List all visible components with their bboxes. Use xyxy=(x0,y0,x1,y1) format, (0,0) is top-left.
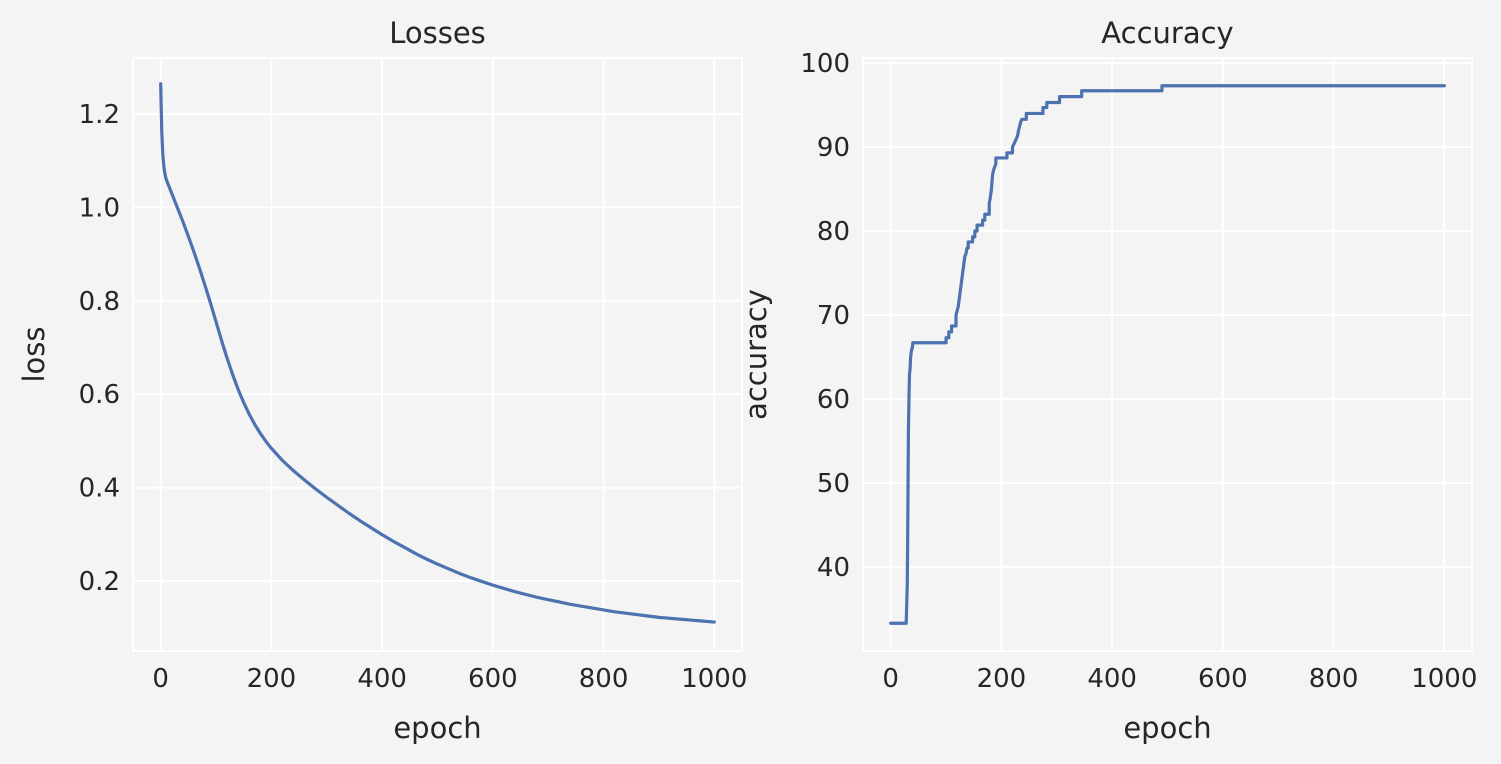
accuracy-x-tick-label: 200 xyxy=(977,664,1027,694)
losses-plot-area xyxy=(132,57,743,652)
losses-chart: 0 200 400 600 800 1000 0.2 0.4 0.6 0.8 1.0 1.2 Los… xyxy=(17,16,747,745)
accuracy-series-line xyxy=(889,84,1446,625)
losses-x-tick-label: 600 xyxy=(468,664,518,694)
accuracy-x-axis-label: epoch xyxy=(1123,711,1211,745)
losses-y-tick-label: 0.2 xyxy=(79,567,120,597)
accuracy-chart: 0 200 400 600 800 1000 40 50 60 70 80 90 100 Accura… xyxy=(739,16,1477,745)
accuracy-x-tick-label: 800 xyxy=(1309,664,1359,694)
losses-series-line xyxy=(159,82,716,624)
losses-grid xyxy=(133,58,742,651)
accuracy-y-tick-label: 40 xyxy=(817,553,850,583)
losses-y-tick-labels: 0.2 0.4 0.6 0.8 1.0 1.2 xyxy=(79,100,120,597)
losses-y-tick-label: 0.8 xyxy=(79,287,120,317)
losses-y-tick-label: 1.2 xyxy=(79,100,120,130)
accuracy-x-tick-label: 0 xyxy=(882,664,899,694)
accuracy-y-tick-label: 50 xyxy=(817,469,850,499)
accuracy-y-axis-label: accuracy xyxy=(739,289,773,420)
accuracy-title: Accuracy xyxy=(1101,16,1233,50)
losses-y-tick-label: 0.4 xyxy=(79,474,120,504)
accuracy-y-tick-label: 80 xyxy=(817,217,850,247)
losses-y-tick-label: 1.0 xyxy=(79,193,120,223)
accuracy-y-tick-label: 70 xyxy=(817,301,850,331)
accuracy-y-tick-label: 100 xyxy=(800,49,850,79)
losses-y-tick-label: 0.6 xyxy=(79,380,120,410)
accuracy-x-tick-label: 600 xyxy=(1198,664,1248,694)
losses-x-tick-label: 400 xyxy=(357,664,407,694)
accuracy-grid xyxy=(863,58,1472,651)
losses-x-tick-label: 800 xyxy=(579,664,629,694)
losses-x-tick-label: 1000 xyxy=(681,664,747,694)
accuracy-x-tick-label: 1000 xyxy=(1411,664,1477,694)
losses-x-tick-label: 200 xyxy=(247,664,297,694)
accuracy-x-tick-labels: 0 200 400 600 800 1000 xyxy=(882,664,1477,694)
losses-x-tick-label: 0 xyxy=(152,664,169,694)
accuracy-plot-area xyxy=(862,57,1473,652)
accuracy-x-tick-label: 400 xyxy=(1087,664,1137,694)
losses-title: Losses xyxy=(389,16,486,50)
accuracy-y-tick-labels: 40 50 60 70 80 90 100 xyxy=(800,49,850,583)
losses-x-axis-label: epoch xyxy=(393,711,481,745)
losses-y-axis-label: loss xyxy=(17,326,51,382)
losses-x-tick-labels: 0 200 400 600 800 1000 xyxy=(152,664,747,694)
accuracy-y-tick-label: 90 xyxy=(817,133,850,163)
accuracy-y-tick-label: 60 xyxy=(817,385,850,415)
